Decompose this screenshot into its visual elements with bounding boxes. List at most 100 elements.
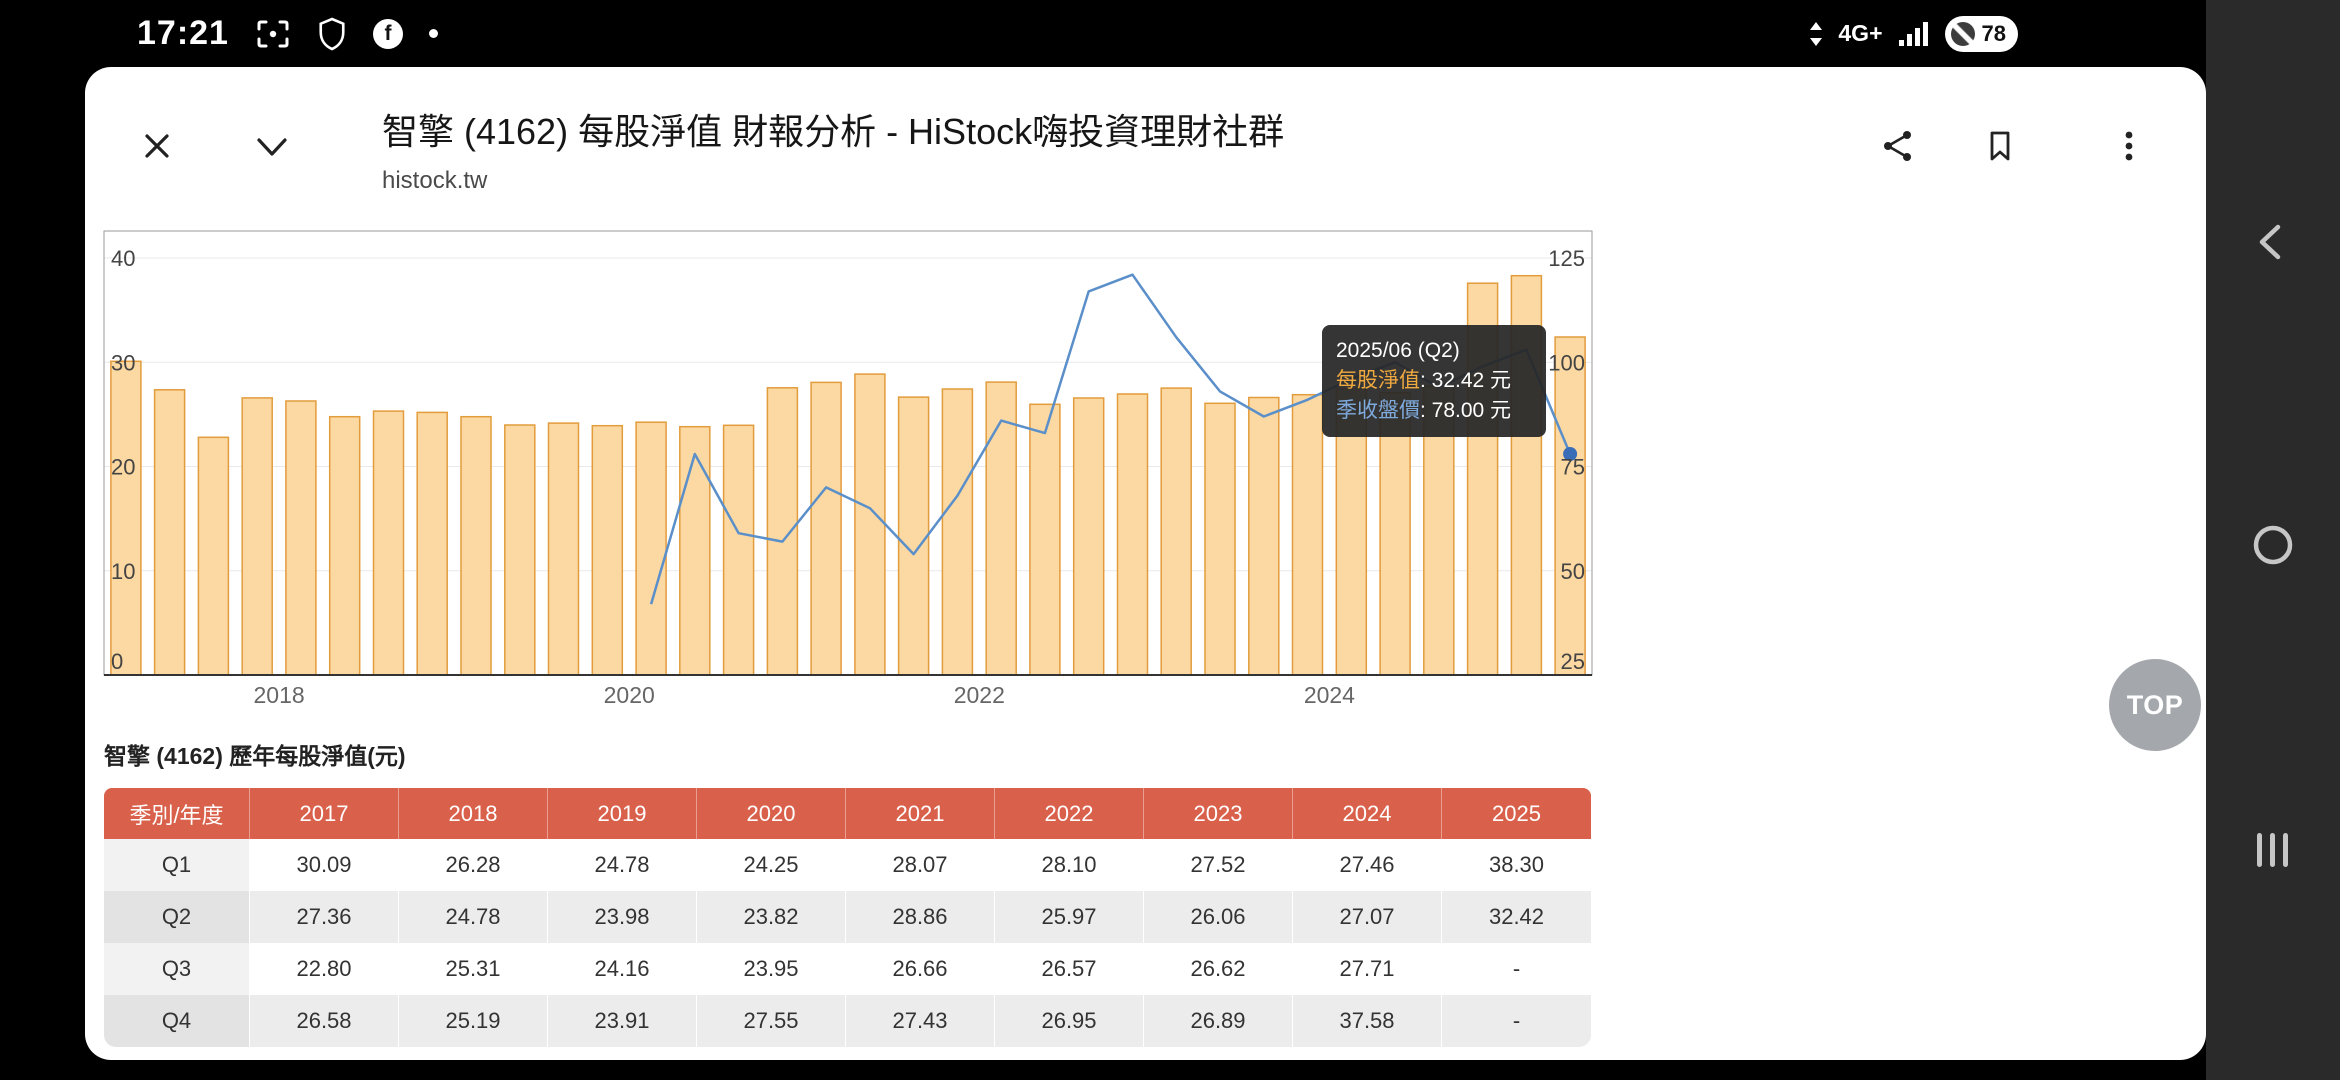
bar-quarter-networth[interactable] <box>460 415 492 676</box>
table-header-cell: 2017 <box>250 788 399 839</box>
table-cell: 27.36 <box>250 891 399 943</box>
table-cell: 24.78 <box>399 891 548 943</box>
left-axis-label: 40 <box>111 246 135 271</box>
row-label-cell: Q1 <box>104 839 250 891</box>
header-titles: 智擎 (4162) 每股淨值 財報分析 - HiStock嗨投資理財社群 his… <box>382 103 1862 195</box>
bar-quarter-networth[interactable] <box>197 436 230 676</box>
row-label-cell: Q4 <box>104 995 250 1047</box>
bar-quarter-networth[interactable] <box>241 397 273 676</box>
tooltip-networth-value: : 32.42 元 <box>1420 369 1512 392</box>
x-axis-year-label: 2018 <box>254 682 305 708</box>
table-cell: 26.66 <box>846 943 995 995</box>
chart-canvas[interactable]: 0 10 20 30 40 25 50 75 100 125 2018 2020 2022 2024 <box>85 217 2206 737</box>
bar-quarter-networth[interactable] <box>1291 393 1324 676</box>
table-cell: - <box>1442 943 1591 995</box>
bar-quarter-networth[interactable] <box>328 415 361 676</box>
bar-quarter-networth[interactable] <box>372 410 405 676</box>
table-cell: 26.57 <box>995 943 1144 995</box>
table-cell: 32.42 <box>1442 891 1591 943</box>
table-cell: 28.07 <box>846 839 995 891</box>
table-cell: 27.55 <box>697 995 846 1047</box>
table-cell: 26.06 <box>1144 891 1293 943</box>
table-cell: 23.98 <box>548 891 697 943</box>
x-axis-year-label: 2022 <box>954 682 1005 708</box>
table-row: Q3 22.80 25.31 24.16 23.95 26.66 26.57 26.62 27.… <box>104 943 1591 995</box>
table-cell: 24.78 <box>548 839 697 891</box>
tooltip-networth-line: 每股淨值: 32.42 元 <box>1336 366 1532 396</box>
screen-capture-icon <box>257 20 289 47</box>
more-menu-icon[interactable] <box>2111 128 2147 164</box>
nav-home-icon[interactable] <box>2249 521 2297 569</box>
table-cell: 25.31 <box>399 943 548 995</box>
left-axis-label: 0 <box>111 649 123 674</box>
tooltip-close-line: 季收盤價: 78.00 元 <box>1336 396 1532 426</box>
networth-price-chart[interactable]: 0 10 20 30 40 25 50 75 100 125 2018 2020 2022 2024 20… <box>85 217 2206 737</box>
page-title: 智擎 (4162) 每股淨值 財報分析 - HiStock嗨投資理財社群 <box>382 111 1285 152</box>
battery-indicator: 78 <box>1944 15 2018 52</box>
tooltip-close-label: 季收盤價 <box>1336 399 1420 422</box>
table-header-cell: 2021 <box>846 788 995 839</box>
bar-quarter-networth[interactable] <box>285 400 317 676</box>
nav-recents-icon[interactable] <box>2249 826 2297 874</box>
row-label-cell: Q2 <box>104 891 250 943</box>
selected-point-marker[interactable] <box>1563 447 1578 461</box>
bar-quarter-networth[interactable] <box>679 425 711 676</box>
notification-dot-icon <box>428 29 438 38</box>
bar-quarter-networth[interactable] <box>941 388 974 676</box>
share-icon[interactable] <box>1880 128 1916 164</box>
bar-quarter-networth[interactable] <box>1072 397 1105 676</box>
bar-quarter-networth[interactable] <box>635 421 667 676</box>
bookmark-icon[interactable] <box>1982 128 2018 164</box>
table-cell: 22.80 <box>250 943 399 995</box>
facebook-icon: f <box>372 18 403 49</box>
table-cell: 25.97 <box>995 891 1144 943</box>
table-cell: 26.95 <box>995 995 1144 1047</box>
bar-quarter-networth[interactable] <box>1204 402 1236 676</box>
bar-quarter-networth[interactable] <box>1248 396 1280 676</box>
bar-quarter-networth[interactable] <box>854 373 886 676</box>
bar-quarter-networth[interactable] <box>504 424 536 676</box>
bar-quarter-networth[interactable] <box>1029 403 1061 676</box>
bar-quarter-networth[interactable] <box>1379 392 1411 676</box>
table-header-cell: 2023 <box>1144 788 1293 839</box>
table-header-cell: 2019 <box>548 788 697 839</box>
tooltip-close-value: : 78.00 元 <box>1420 399 1512 422</box>
bar-quarter-networth[interactable] <box>547 422 580 676</box>
table-cell: 37.58 <box>1293 995 1442 1047</box>
right-axis-label: 125 <box>1548 246 1585 271</box>
status-bar: 17:21 f 4G+ 78 <box>0 0 2206 67</box>
table-cell: 23.82 <box>697 891 846 943</box>
left-axis-label: 30 <box>111 350 135 375</box>
bar-quarter-networth[interactable] <box>766 387 799 676</box>
table-cell: 30.09 <box>250 839 399 891</box>
bar-quarter-networth[interactable] <box>1160 387 1192 676</box>
table-cell: 26.28 <box>399 839 548 891</box>
battery-percent: 78 <box>1981 20 2006 46</box>
bar-quarter-networth[interactable] <box>110 360 142 676</box>
close-icon[interactable] <box>139 128 175 164</box>
table-row: Q2 27.36 24.78 23.98 23.82 28.86 25.97 26.06 27.… <box>104 891 1591 943</box>
table-cell: 23.91 <box>548 995 697 1047</box>
table-cell: 27.52 <box>1144 839 1293 891</box>
bar-quarter-networth[interactable] <box>416 411 448 676</box>
chart-tooltip: 2025/06 (Q2) 每股淨值: 32.42 元 季收盤價: 78.00 元 <box>1322 325 1546 437</box>
bar-quarter-networth[interactable] <box>591 424 624 676</box>
bar-quarter-networth[interactable] <box>153 389 186 676</box>
scroll-to-top-button[interactable]: TOP <box>2109 659 2201 751</box>
battery-saver-icon <box>1950 21 1975 46</box>
table-header-cell: 2018 <box>399 788 548 839</box>
clock: 17:21 <box>137 14 229 52</box>
bar-quarter-networth[interactable] <box>897 396 930 676</box>
right-axis-label: 25 <box>1561 649 1585 674</box>
bar-quarter-networth[interactable] <box>985 381 1017 676</box>
bar-quarter-networth[interactable] <box>722 424 755 676</box>
bar-quarter-networth[interactable] <box>1116 393 1149 676</box>
table-cell: 38.30 <box>1442 839 1591 891</box>
page-url[interactable]: histock.tw <box>382 167 488 194</box>
nav-back-icon[interactable] <box>2249 218 2297 266</box>
bar-quarter-networth[interactable] <box>810 381 842 676</box>
bar-quarter-networth[interactable] <box>1554 336 1586 676</box>
tooltip-networth-label: 每股淨值 <box>1336 369 1420 392</box>
chevron-down-icon[interactable] <box>254 131 290 161</box>
status-bar-right: 4G+ 78 <box>1808 0 2018 67</box>
